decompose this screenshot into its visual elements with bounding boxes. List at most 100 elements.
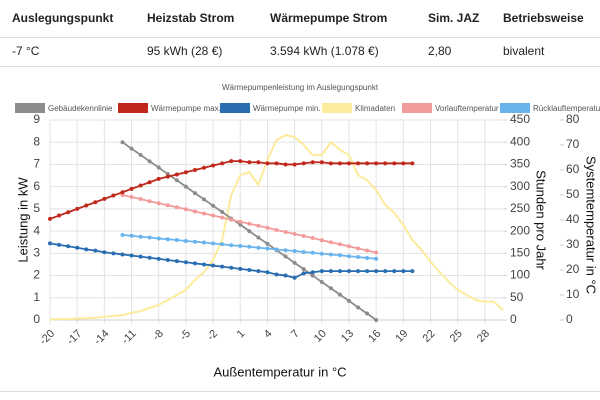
y3-tick-label: 70 <box>566 137 580 151</box>
x-tick-label: -11 <box>120 328 139 347</box>
data-point <box>147 199 152 204</box>
data-point <box>383 161 388 166</box>
data-point <box>392 161 397 166</box>
chart: Wärmepumpenleistung im Auslegungspunkt L… <box>15 83 600 379</box>
data-point <box>301 271 306 276</box>
data-point <box>346 298 351 303</box>
series-line <box>49 134 504 321</box>
data-point <box>229 217 234 222</box>
data-point <box>84 247 89 252</box>
y3-axis-label: Systemtemperatur in °C <box>584 156 599 294</box>
y-tick-label: 4 <box>33 223 40 237</box>
data-point <box>265 270 270 275</box>
data-point <box>410 161 415 166</box>
data-point <box>365 256 370 260</box>
separator <box>0 66 600 67</box>
table-cell: -7 °C <box>12 44 40 58</box>
data-point <box>75 245 80 250</box>
data-point <box>310 160 315 165</box>
data-point <box>292 260 297 265</box>
x-tick-label: -5 <box>178 328 193 343</box>
data-point <box>156 236 161 241</box>
data-point <box>392 269 397 274</box>
x-tick-label: 10 <box>312 328 329 345</box>
data-point <box>66 244 71 249</box>
data-point <box>174 238 179 242</box>
data-point <box>220 215 225 220</box>
data-point <box>57 213 62 218</box>
data-point <box>337 269 342 274</box>
data-point <box>238 266 243 271</box>
data-point <box>102 196 107 201</box>
data-point <box>165 258 170 262</box>
x-tick-label: 19 <box>393 328 410 345</box>
data-point <box>256 223 261 228</box>
x-tick-label: -8 <box>150 328 165 343</box>
y-tick-label: 5 <box>33 201 40 215</box>
data-point <box>356 161 361 166</box>
y2-tick-label: 200 <box>510 223 530 237</box>
data-point <box>346 244 351 249</box>
data-point <box>111 193 116 198</box>
x-tick-label: -17 <box>65 328 85 348</box>
data-point <box>356 255 361 259</box>
y-tick-label: 1 <box>33 290 40 304</box>
data-point <box>202 211 207 216</box>
data-point <box>337 242 342 247</box>
data-point <box>374 161 379 166</box>
data-point <box>328 240 333 245</box>
data-point <box>147 180 152 185</box>
table-cell: bivalent <box>503 44 545 58</box>
data-point <box>220 242 225 247</box>
data-point <box>165 174 170 179</box>
data-point <box>346 269 351 274</box>
data-point <box>165 203 170 208</box>
x-tick-label: 22 <box>421 328 438 345</box>
data-point <box>301 234 306 238</box>
legend-swatch <box>322 103 352 113</box>
data-point <box>319 280 324 284</box>
data-point <box>292 249 297 253</box>
data-point <box>129 253 134 258</box>
data-point <box>202 165 207 170</box>
x-tick-label: 16 <box>366 328 383 345</box>
data-point <box>156 256 161 261</box>
data-point <box>174 178 179 183</box>
separator <box>0 37 600 38</box>
y2-tick-label: 450 <box>510 112 530 126</box>
data-point <box>183 184 188 189</box>
data-point <box>138 197 143 201</box>
y2-tick-label: 350 <box>510 157 530 171</box>
x-tick-label: -20 <box>37 328 57 348</box>
data-point <box>356 269 361 274</box>
data-point <box>102 250 107 255</box>
x-tick-label: -2 <box>205 328 220 343</box>
data-point <box>138 152 143 157</box>
data-point <box>229 159 234 164</box>
data-point <box>337 253 342 258</box>
data-point <box>84 203 89 208</box>
y3-tick-label: 80 <box>566 112 580 126</box>
y2-tick-label: 300 <box>510 179 530 193</box>
data-point <box>365 311 370 316</box>
y-axis-label: Leistung in kW <box>15 177 30 263</box>
legend-label: Vorlauftemperatur <box>435 104 499 113</box>
data-point <box>147 235 152 240</box>
data-point <box>220 210 225 214</box>
data-point <box>48 241 52 246</box>
y3-tick-label: 20 <box>566 262 580 276</box>
data-point <box>401 161 406 166</box>
data-point <box>192 209 197 214</box>
data-point <box>129 233 134 238</box>
data-point <box>120 193 125 197</box>
y2-tick-label: 50 <box>510 290 524 304</box>
data-point <box>256 235 261 240</box>
column-header: Sim. JAZ <box>428 11 480 25</box>
data-point <box>129 195 134 199</box>
legend-swatch <box>500 103 530 113</box>
x-tick-label: -14 <box>92 328 112 348</box>
data-point <box>319 160 324 165</box>
data-point <box>165 237 170 242</box>
data-point <box>220 161 225 166</box>
data-point <box>129 186 134 191</box>
